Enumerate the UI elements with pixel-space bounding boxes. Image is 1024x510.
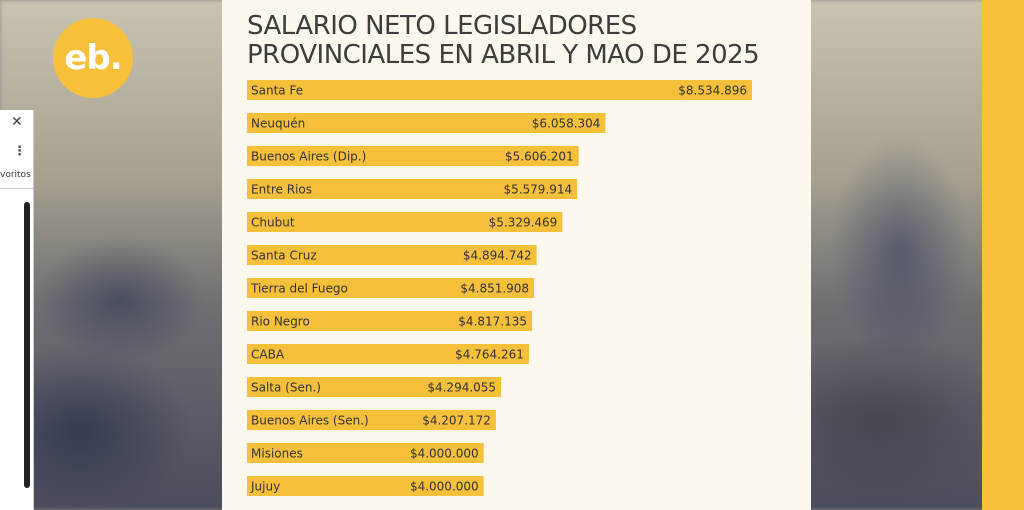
bar bbox=[247, 245, 537, 265]
value-label: $4.000.000 bbox=[410, 480, 479, 494]
close-icon[interactable]: ✕ bbox=[11, 114, 23, 130]
scrollbar[interactable] bbox=[24, 202, 30, 488]
bar bbox=[247, 410, 496, 430]
category-label: Neuquén bbox=[251, 117, 305, 131]
category-label: CABA bbox=[251, 348, 285, 362]
category-label: Chubut bbox=[251, 216, 295, 230]
value-label: $4.764.261 bbox=[455, 348, 524, 362]
category-label: Jujuy bbox=[250, 480, 280, 494]
value-label: $5.606.201 bbox=[505, 150, 574, 164]
category-label: Entre Rios bbox=[251, 183, 312, 197]
category-label: Misiones bbox=[251, 447, 303, 461]
chart-panel: SALARIO NETO LEGISLADORES PROVINCIALES E… bbox=[222, 0, 811, 510]
kebab-menu-icon[interactable]: ⋮ bbox=[13, 144, 26, 159]
category-label: Santa Cruz bbox=[251, 249, 317, 263]
bar bbox=[247, 476, 484, 496]
category-label: Tierra del Fuego bbox=[250, 282, 348, 296]
category-label: Buenos Aires (Dip.) bbox=[251, 150, 366, 164]
bar bbox=[247, 377, 502, 397]
value-label: $4.894.742 bbox=[463, 249, 532, 263]
category-label: Salta (Sen.) bbox=[251, 381, 321, 395]
category-label: Rio Negro bbox=[251, 315, 310, 329]
value-label: $4.294.055 bbox=[427, 381, 496, 395]
value-label: $4.207.172 bbox=[422, 414, 491, 428]
bar-chart: Santa Fe $8.534.896 Neuquén $6.058.304 Bueno… bbox=[247, 80, 752, 496]
value-label: $5.329.469 bbox=[489, 216, 558, 230]
divider bbox=[0, 188, 33, 189]
bar bbox=[247, 311, 533, 331]
bar bbox=[247, 443, 484, 463]
bar bbox=[247, 80, 752, 100]
value-label: $5.579.914 bbox=[503, 183, 572, 197]
browser-popup: ✕ ⋮ voritos bbox=[0, 110, 34, 510]
bar bbox=[247, 278, 535, 298]
category-label: Buenos Aires (Sen.) bbox=[251, 414, 369, 428]
bar bbox=[247, 344, 529, 364]
value-label: $6.058.304 bbox=[532, 117, 601, 131]
value-label: $4.817.135 bbox=[458, 315, 527, 329]
value-label: $8.534.896 bbox=[678, 84, 747, 98]
logo-text: eb. bbox=[64, 38, 122, 78]
bar bbox=[247, 146, 579, 166]
bar bbox=[247, 212, 563, 232]
brand-logo: eb. bbox=[53, 18, 133, 98]
chart-title: SALARIO NETO LEGISLADORES PROVINCIALES E… bbox=[247, 11, 760, 70]
category-label: Santa Fe bbox=[251, 84, 303, 98]
value-label: $4.851.908 bbox=[460, 282, 529, 296]
accent-strip bbox=[982, 0, 1024, 510]
favorites-label[interactable]: voritos bbox=[0, 170, 31, 180]
value-label: $4.000.000 bbox=[410, 447, 479, 461]
bar bbox=[247, 179, 578, 199]
bar bbox=[247, 113, 606, 133]
